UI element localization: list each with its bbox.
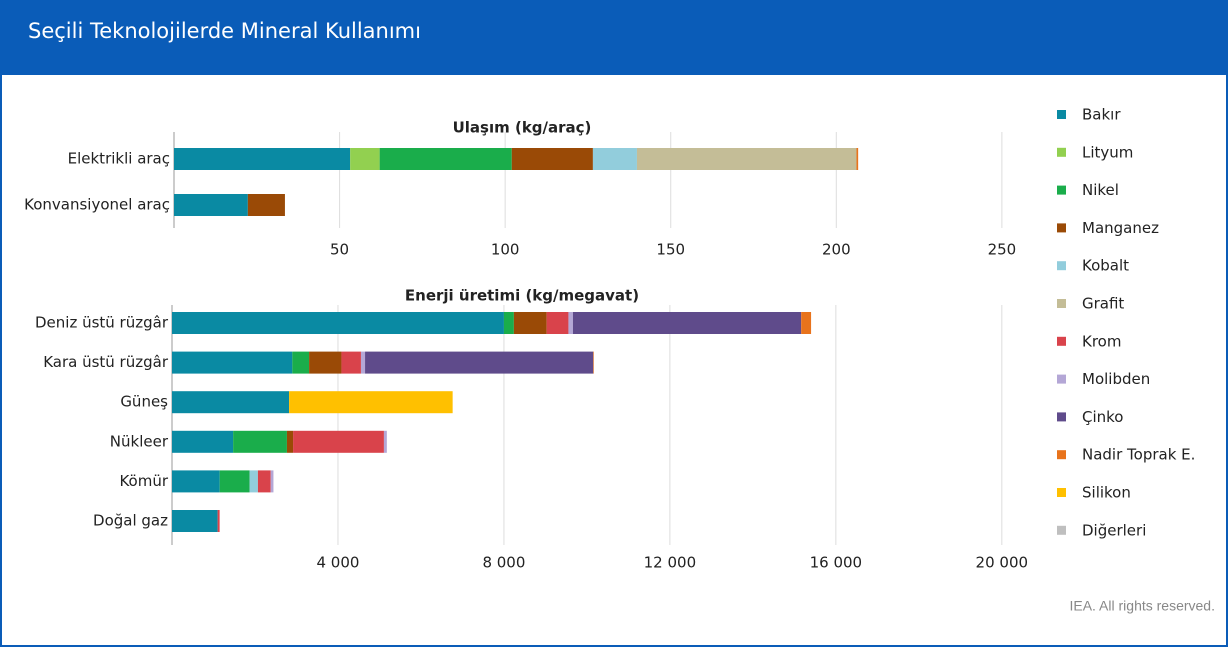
x-tick-label: 200: [822, 241, 851, 259]
bar-segment: [360, 351, 366, 374]
bar-segment: [217, 510, 220, 532]
bar-segment: [174, 194, 248, 216]
legend-label: Lityum: [1082, 143, 1133, 161]
bar-segment: [249, 470, 258, 493]
legend-swatch: [1057, 488, 1066, 497]
bar-segment: [379, 148, 512, 170]
x-tick-label: 50: [330, 241, 349, 259]
chart-title: Enerji üretimi (kg/megavat): [405, 287, 639, 305]
legend-swatch: [1057, 185, 1066, 195]
bar-segment: [592, 148, 637, 170]
legend-label: Grafit: [1082, 295, 1124, 313]
y-tick-label: Kömür: [119, 472, 168, 490]
legend-swatch: [1057, 525, 1066, 535]
legend-label: Çinko: [1082, 408, 1123, 426]
bar-segment: [801, 312, 812, 334]
y-tick-label: Güneş: [120, 393, 168, 411]
bar-segment: [219, 470, 250, 493]
legend-label: Bakır: [1082, 106, 1121, 124]
legend-swatch: [1057, 336, 1066, 346]
legend-swatch: [1057, 110, 1066, 119]
bar-segment: [546, 312, 569, 334]
bar-segment: [572, 312, 802, 334]
bar-segment: [568, 312, 573, 334]
bar-segment: [286, 430, 294, 453]
bar-segment: [856, 148, 859, 170]
bar-segment: [350, 148, 380, 170]
x-tick-label: 12 000: [644, 554, 697, 572]
bar-segment: [293, 430, 384, 453]
bar-segment: [292, 351, 310, 374]
bar-segment: [233, 430, 287, 453]
bar-segment: [172, 470, 220, 493]
legend-label: Diğerleri: [1082, 521, 1146, 539]
bar-segment: [289, 391, 453, 414]
chart-title: Ulaşım (kg/araç): [453, 119, 592, 137]
bar-segment: [513, 312, 547, 334]
legend-label: Nadir Toprak E.: [1082, 446, 1195, 464]
legend-label: Silikon: [1082, 484, 1131, 502]
page-title: Seçili Teknolojilerde Mineral Kullanımı: [28, 19, 421, 43]
x-tick-label: 16 000: [810, 554, 863, 572]
x-tick-label: 20 000: [976, 554, 1029, 572]
bar-segment: [247, 194, 285, 216]
bar-segment: [270, 470, 274, 493]
y-tick-label: Kara üstü rüzgâr: [43, 353, 169, 371]
legend-label: Krom: [1082, 332, 1121, 350]
bar-segment: [503, 312, 514, 334]
bar-segment: [365, 351, 594, 374]
legend-swatch: [1057, 412, 1066, 422]
bar-segment: [636, 148, 857, 170]
legend-swatch: [1057, 374, 1066, 384]
footer: IEA. All rights reserved.: [1069, 598, 1215, 614]
y-tick-label: Elektrikli araç: [68, 150, 170, 168]
legend-swatch: [1057, 450, 1066, 460]
header: [0, 0, 1228, 75]
legend-swatch: [1057, 223, 1066, 233]
legend-label: Manganez: [1082, 219, 1159, 237]
legend-label: Kobalt: [1082, 257, 1129, 275]
bar-segment: [593, 351, 594, 374]
bar-segment: [172, 510, 218, 532]
bar-segment: [174, 148, 351, 170]
x-tick-label: 4 000: [316, 554, 359, 572]
bar-segment: [172, 312, 504, 334]
legend-label: Molibden: [1082, 370, 1150, 388]
legend-label: Nikel: [1082, 181, 1119, 199]
x-tick-label: 150: [656, 241, 685, 259]
x-tick-label: 250: [988, 241, 1017, 259]
bar-segment: [257, 470, 271, 493]
y-tick-label: Konvansiyonel araç: [24, 196, 170, 214]
y-tick-label: Nükleer: [110, 432, 169, 450]
y-tick-label: Doğal gaz: [93, 512, 168, 530]
y-tick-label: Deniz üstü rüzgâr: [35, 314, 169, 332]
bar-segment: [511, 148, 593, 170]
bar-segment: [172, 430, 234, 453]
bar-segment: [172, 391, 290, 414]
legend-swatch: [1057, 261, 1066, 271]
legend-swatch: [1057, 147, 1066, 157]
x-tick-label: 8 000: [482, 554, 525, 572]
bar-segment: [341, 351, 361, 374]
x-tick-label: 100: [491, 241, 520, 259]
legend-swatch: [1057, 299, 1066, 308]
bar-segment: [383, 430, 387, 453]
bar-segment: [309, 351, 342, 374]
bar-segment: [172, 351, 293, 374]
